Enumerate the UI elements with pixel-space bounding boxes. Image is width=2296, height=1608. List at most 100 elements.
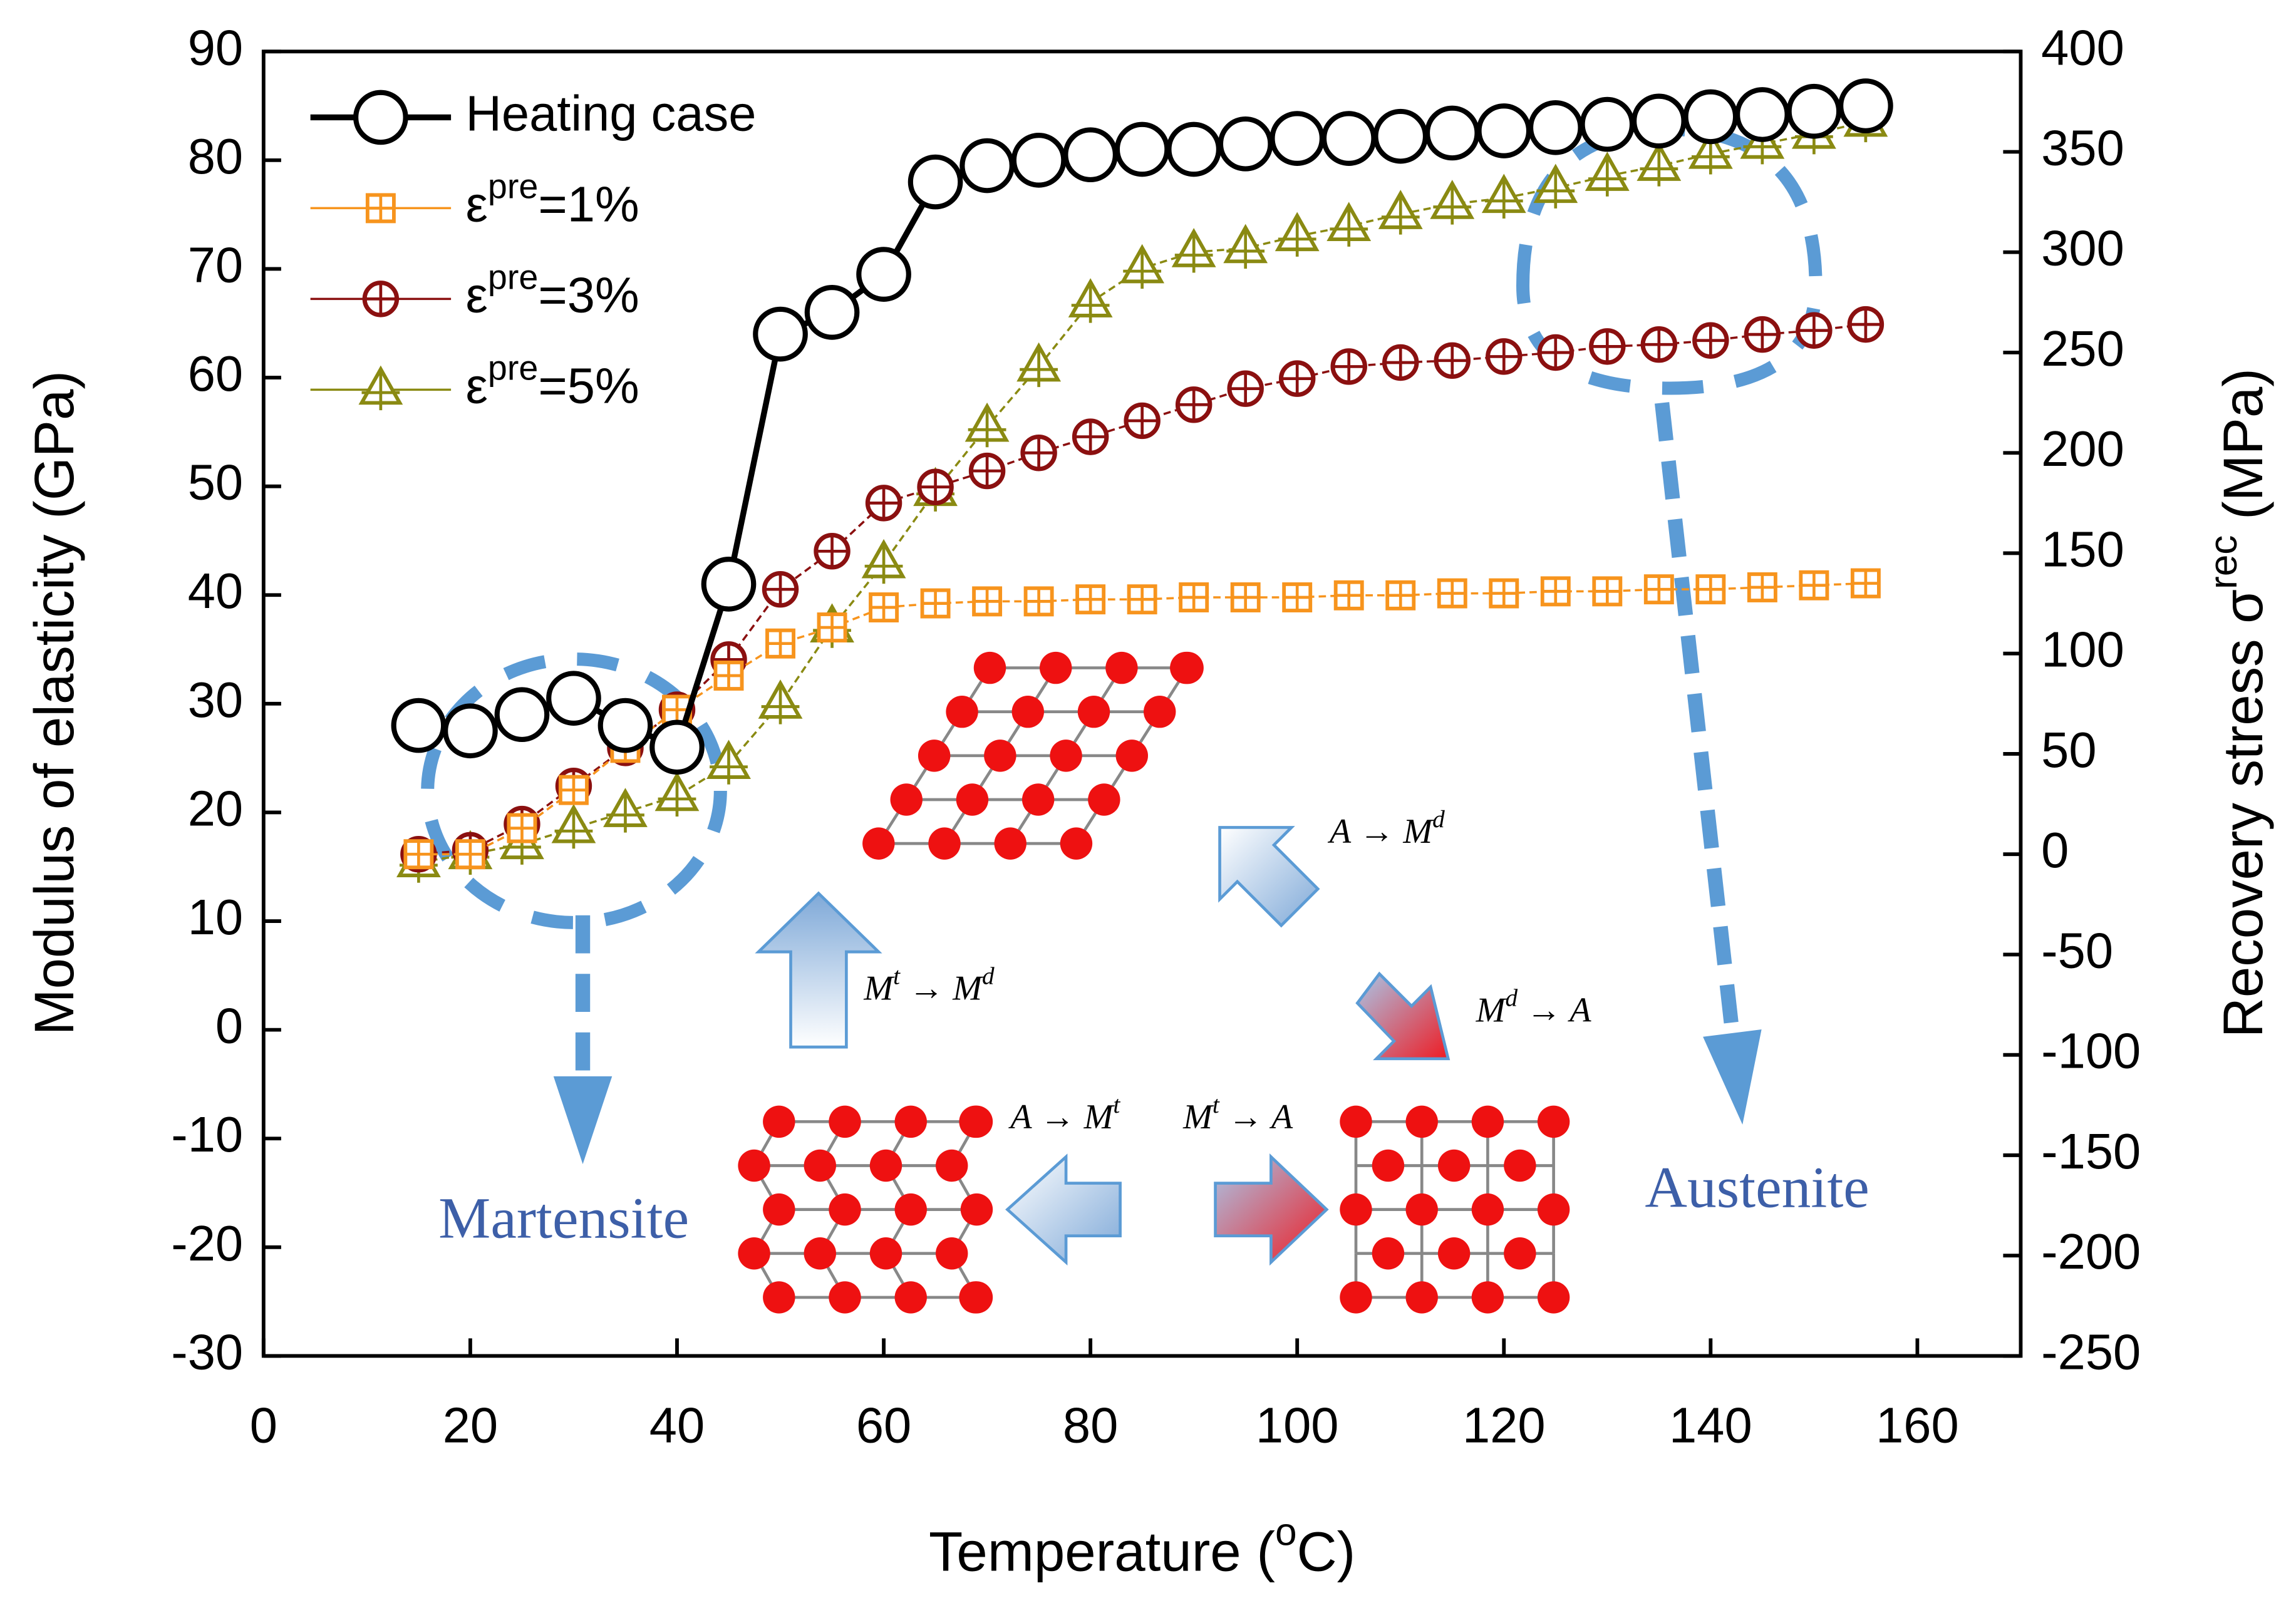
marker-cross xyxy=(1536,167,1575,209)
marker-shape xyxy=(1114,121,1170,177)
marker xyxy=(765,628,795,659)
block-arrow xyxy=(1218,826,1320,928)
marker-shape xyxy=(1218,116,1273,172)
atom xyxy=(1340,1105,1372,1138)
marker-shape xyxy=(701,557,757,612)
text-part: =1% xyxy=(538,176,639,232)
marker-cross xyxy=(1487,340,1520,373)
y-tick-label: 40 xyxy=(188,563,243,619)
marker-cross xyxy=(1074,420,1107,453)
marker-cross xyxy=(919,471,952,503)
marker xyxy=(1528,100,1583,155)
marker-cross xyxy=(1129,586,1156,613)
text-part: M xyxy=(1476,991,1507,1029)
marker xyxy=(1218,116,1273,172)
marker-cross xyxy=(365,282,397,316)
marker xyxy=(1437,578,1467,609)
y-tick-label: 50 xyxy=(188,455,243,510)
marker-cross xyxy=(815,535,849,567)
marker xyxy=(1747,572,1777,602)
marker xyxy=(1735,87,1790,142)
marker xyxy=(546,671,601,726)
marker-cross xyxy=(1801,572,1828,599)
atom xyxy=(829,1193,861,1226)
block-arrow xyxy=(755,891,882,1049)
atom xyxy=(1143,695,1176,728)
marker xyxy=(1683,89,1739,145)
atom xyxy=(1405,1193,1438,1226)
marker xyxy=(1434,342,1471,379)
block-arrow xyxy=(1355,971,1451,1061)
y2-tick-label: 50 xyxy=(2041,722,2096,778)
marker xyxy=(1385,580,1416,611)
marker xyxy=(1378,190,1423,235)
marker xyxy=(972,586,1003,617)
marker-cross xyxy=(1229,372,1262,405)
atom xyxy=(1340,1281,1372,1314)
austenite-ellipse xyxy=(1516,122,1823,395)
x-tick-label: 140 xyxy=(1669,1397,1752,1453)
marker xyxy=(917,468,954,505)
marker xyxy=(558,775,589,805)
marker xyxy=(1424,105,1480,161)
marker-cross xyxy=(1125,405,1159,437)
marker xyxy=(1179,582,1209,612)
marker-shape xyxy=(1270,111,1325,166)
marker xyxy=(1020,435,1057,472)
marker xyxy=(753,306,808,362)
atom xyxy=(1170,651,1202,684)
marker xyxy=(1120,244,1165,289)
atom xyxy=(738,1149,770,1182)
marker xyxy=(391,698,447,753)
arrow-head xyxy=(553,1076,613,1165)
marker-cross xyxy=(1694,324,1727,357)
x-tick-label: 160 xyxy=(1876,1397,1959,1453)
text-part: =5% xyxy=(538,358,639,413)
marker xyxy=(1533,163,1578,209)
dashed-arrow xyxy=(1655,402,1740,1034)
atom xyxy=(1471,1281,1504,1314)
atom xyxy=(994,827,1026,860)
marker-cross xyxy=(1335,582,1362,609)
text-part: =3% xyxy=(538,267,639,322)
marker-shape xyxy=(1011,133,1067,188)
marker-cross xyxy=(1333,350,1365,383)
marker-cross xyxy=(1594,578,1621,605)
marker xyxy=(920,588,951,619)
marker xyxy=(869,592,899,622)
marker-cross xyxy=(405,841,432,868)
text-part: A → M xyxy=(1008,1098,1115,1136)
atom xyxy=(918,740,951,772)
marker-shape xyxy=(597,698,653,753)
marker-cross xyxy=(361,369,400,411)
marker xyxy=(1585,152,1630,197)
marker-cross xyxy=(1749,574,1776,601)
marker-cross xyxy=(1077,586,1104,613)
marker-cross xyxy=(1278,215,1316,257)
marker xyxy=(1063,127,1118,183)
y2-tick-label: 0 xyxy=(2041,822,2069,878)
atom xyxy=(1021,783,1055,816)
marker-cross xyxy=(1588,155,1626,197)
atom xyxy=(1537,1281,1570,1314)
superscript: t xyxy=(893,962,901,989)
marker xyxy=(1637,142,1682,187)
atom xyxy=(1011,695,1045,728)
atom xyxy=(763,1281,795,1314)
marker-cross xyxy=(367,195,394,222)
marker xyxy=(814,533,851,570)
y2-axis-label: Recovery stress σrec (MPa) xyxy=(2202,368,2275,1038)
marker-cross xyxy=(1020,346,1058,388)
marker xyxy=(1068,278,1113,323)
marker-shape xyxy=(391,698,447,753)
marker xyxy=(1481,173,1526,219)
atom xyxy=(1504,1237,1536,1270)
marker xyxy=(1847,306,1885,343)
marker xyxy=(1489,578,1519,609)
y2-tick-label: -250 xyxy=(2041,1324,2141,1379)
y2-tick-label: -200 xyxy=(2041,1224,2141,1279)
marker xyxy=(706,740,751,785)
marker xyxy=(1799,570,1829,600)
marker xyxy=(1223,224,1268,269)
